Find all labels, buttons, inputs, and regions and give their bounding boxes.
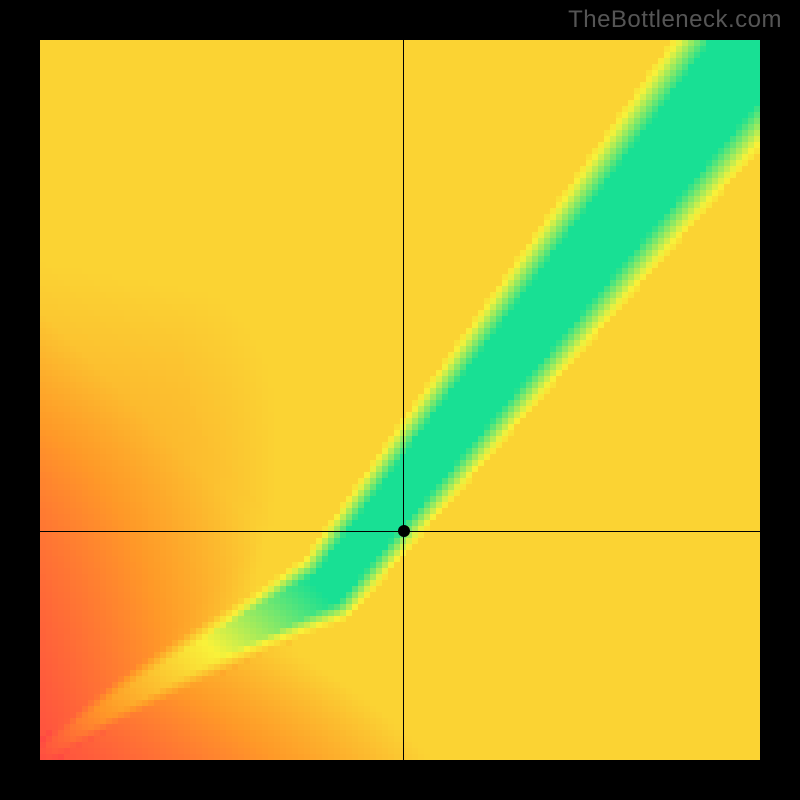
crosshair-vertical [403,40,404,760]
watermark-text: TheBottleneck.com [568,6,782,34]
data-point-marker [398,525,410,537]
heatmap-canvas [40,40,760,760]
